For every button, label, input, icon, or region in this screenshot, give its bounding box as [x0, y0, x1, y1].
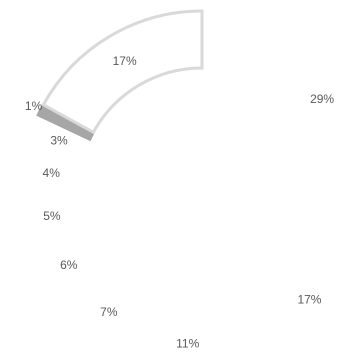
data-label-7: 4% [43, 166, 61, 180]
data-label-5: 6% [60, 258, 78, 272]
doughnut-slice-10 [41, 9, 204, 135]
doughnut-slice-8 [26, 114, 90, 162]
doughnut-slice-6 [21, 192, 85, 248]
data-label-4: 7% [100, 305, 118, 319]
doughnut-slice-7 [21, 146, 82, 192]
doughnut-slice-5 [29, 230, 107, 308]
doughnut-slice-4 [62, 271, 150, 356]
data-label-1: 29% [310, 92, 334, 106]
doughnut-slice-2 [232, 222, 339, 364]
data-label-6: 5% [43, 209, 61, 223]
data-label-3: 11% [176, 336, 199, 350]
data-label-8: 3% [50, 134, 68, 148]
doughnut-slice-3 [124, 304, 247, 364]
doughnut-slice-1 [202, 11, 339, 228]
data-label-10: 17% [113, 54, 137, 68]
data-label-2: 17% [297, 292, 321, 306]
data-label-9: 1% [25, 99, 43, 113]
